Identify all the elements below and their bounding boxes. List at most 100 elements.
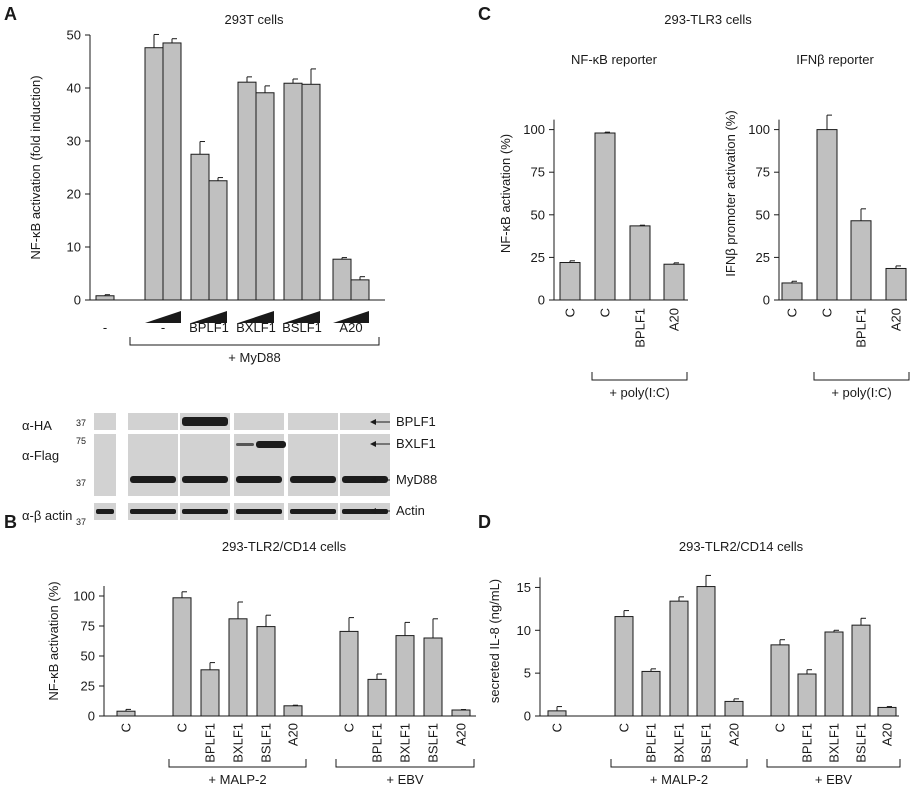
y-tick-label: 0	[74, 293, 81, 308]
y-tick-label: 10	[67, 240, 81, 255]
bar-bslf1	[851, 624, 871, 717]
x-tick-label: BPLF1	[800, 723, 815, 763]
y-tick-label: 30	[67, 134, 81, 149]
treatment-bracket	[168, 759, 307, 768]
panel-d-title: 293-TLR2/CD14 cells	[679, 539, 804, 554]
y-tick-label: 15	[517, 580, 531, 595]
blot-band-myd88	[342, 476, 388, 483]
chart-c1-title: NF-κB reporter	[571, 52, 658, 67]
y-tick-label: 25	[81, 679, 95, 694]
blot-band-actin	[342, 509, 388, 514]
x-tick-label: BSLF1	[426, 723, 441, 763]
blot-band-bplf1	[182, 417, 228, 426]
y-tick-label: 50	[756, 207, 770, 222]
blot-row-label-ha: α-HA	[22, 418, 52, 433]
bar-bplf1	[629, 225, 651, 301]
blot-label-bplf1: BPLF1	[396, 414, 436, 429]
bar-bslf1	[283, 82, 303, 301]
bar-bxlf1	[255, 92, 275, 301]
x-tick-label: BPLF1	[203, 723, 218, 763]
x-tick-label: BXLF1	[236, 320, 276, 335]
bar-bplf1	[367, 678, 387, 717]
bar-bplf1	[190, 153, 210, 301]
y-tick-label: 5	[524, 666, 531, 681]
blot-marker-37-a: 37	[76, 418, 86, 428]
treatment-bracket-label: + MALP-2	[208, 772, 266, 787]
bar-c	[816, 129, 838, 301]
chart-panel-b: 0 25 50 75 100 NF-κB activation (%) C C BPLF1 BXL…	[46, 581, 476, 787]
y-tick-label: 75	[756, 165, 770, 180]
bar-bslf1	[256, 626, 276, 717]
bar-c	[547, 710, 567, 717]
bar-bplf1	[200, 669, 220, 717]
blot-band-myd88	[130, 476, 176, 483]
x-tick-label: BSLF1	[259, 723, 274, 763]
y-tick-label: 100	[73, 589, 95, 604]
bar-bxlf1	[395, 635, 415, 717]
chart-panel-c-nfkb: 0 25 50 75 100 NF-κB activation (%) C C BPLF1 A20…	[498, 119, 688, 400]
chart-panel-c-ifnb: 0 25 50 75 100 IFNβ promoter activation (%) C C…	[723, 110, 910, 400]
x-tick-label: BPLF1	[370, 723, 385, 763]
bar-bslf1	[423, 637, 443, 717]
x-tick-label: A20	[727, 723, 742, 746]
bar-bxlf1	[669, 600, 689, 717]
blot-label-bxlf1: BXLF1	[396, 436, 436, 451]
chart-c2-title: IFNβ reporter	[796, 52, 874, 67]
y-axis-label: NF-κB activation (%)	[46, 581, 61, 700]
treatment-bracket-label: + poly(I:C)	[831, 385, 891, 400]
blot-band-myd88	[236, 476, 282, 483]
bar-bplf1	[850, 220, 872, 301]
dose-ramp-icon	[191, 311, 227, 323]
x-tick-label: BXLF1	[672, 723, 687, 763]
panel-letter-b: B	[4, 512, 17, 532]
treatment-bracket-label: + EBV	[815, 772, 853, 787]
bar-a20	[350, 279, 370, 301]
blot-marker-37-c: 37	[76, 517, 86, 527]
dose-ramp-icon	[238, 311, 274, 323]
x-tick-label: A20	[454, 723, 469, 746]
y-tick-label: 10	[517, 623, 531, 638]
blot-marker-75: 75	[76, 436, 86, 446]
x-tick-label: -	[161, 320, 165, 335]
x-tick-label: C	[550, 723, 565, 732]
treatment-bracket-label: + MyD88	[228, 350, 280, 365]
x-tick-label: A20	[880, 723, 895, 746]
x-tick-label: BPLF1	[854, 308, 869, 348]
x-tick-label: BXLF1	[827, 723, 842, 763]
bar-bslf1	[696, 586, 716, 717]
y-tick-label: 25	[756, 250, 770, 265]
blot-band-actin	[290, 509, 336, 514]
x-tick-label: C	[820, 308, 835, 317]
blot-band-actin	[96, 509, 114, 514]
y-axis-label: NF-κB activation (%)	[498, 134, 513, 253]
x-tick-label: C	[563, 308, 578, 317]
x-tick-label: BPLF1	[644, 723, 659, 763]
treatment-bracket	[766, 759, 901, 768]
blot-lane-background	[94, 434, 116, 496]
blot-lane-background	[128, 434, 178, 496]
blot-arrow-myd88	[370, 477, 390, 483]
blot-band-actin	[236, 509, 282, 514]
blot-lane-background	[340, 413, 390, 430]
dose-ramp-icon	[145, 311, 181, 323]
blot-lane-background	[234, 413, 284, 430]
x-tick-label: C	[119, 723, 134, 732]
x-tick-label: C	[617, 723, 632, 732]
y-axis-label: NF-κB activation (fold induction)	[28, 75, 43, 259]
bar-c	[172, 597, 192, 717]
blot-marker-37-b: 37	[76, 478, 86, 488]
blot-row-label-actin: α-β actin	[22, 508, 72, 523]
bar-a20	[724, 700, 744, 717]
blot-band-bxlf1-low	[236, 443, 254, 446]
treatment-bracket	[610, 759, 748, 768]
x-tick-label: BXLF1	[231, 723, 246, 763]
y-tick-label: 50	[67, 28, 81, 43]
blot-arrow-actin	[370, 508, 390, 514]
blot-label-actin: Actin	[396, 503, 425, 518]
bar-bxlf1	[228, 618, 248, 717]
x-tick-label: -	[103, 320, 107, 335]
blot-band-actin	[182, 509, 228, 514]
chart-panel-a: 0 10 20 30 40 50 NF-κB activation (fold induct…	[28, 28, 385, 365]
x-tick-label: C	[175, 723, 190, 732]
treatment-bracket	[335, 759, 475, 768]
